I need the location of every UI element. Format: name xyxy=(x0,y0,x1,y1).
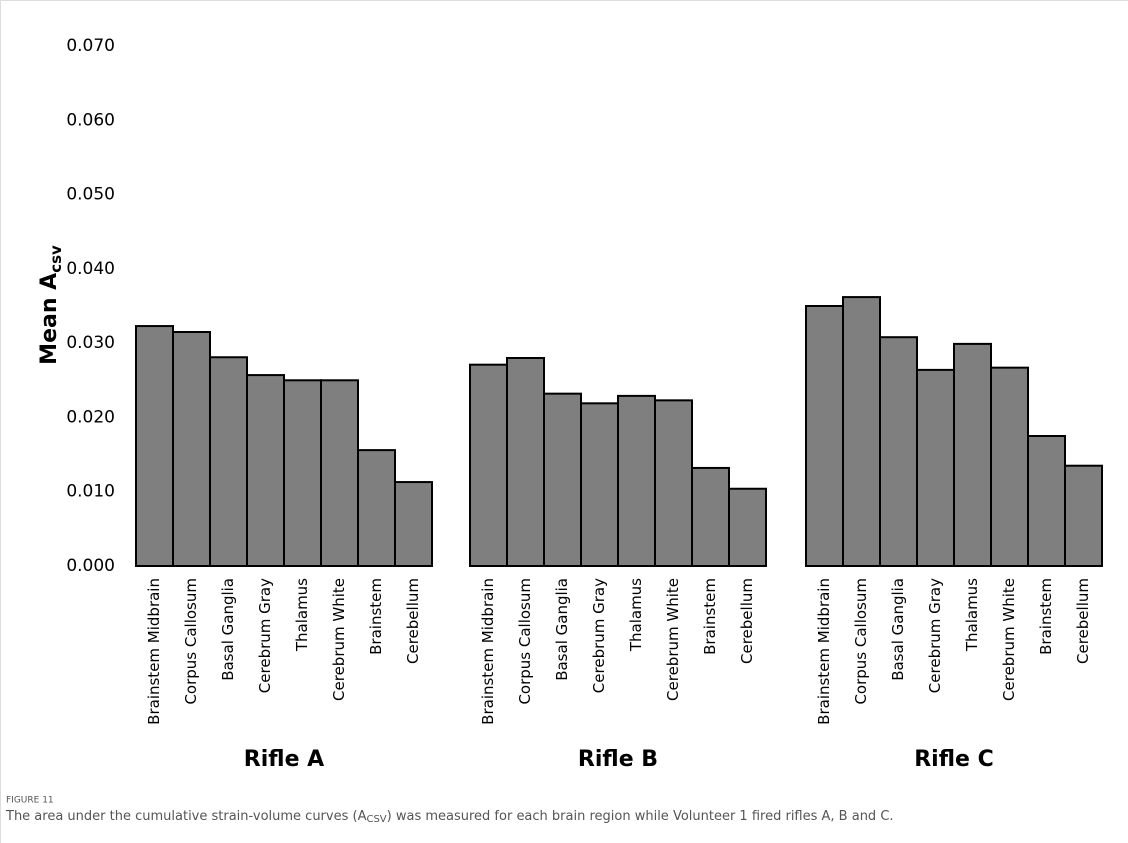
x-tick-label: Basal Ganglia xyxy=(553,578,571,681)
caption-text: The area under the cumulative strain-vol… xyxy=(5,809,367,824)
x-tick-label: Brainstem Midbrain xyxy=(145,578,163,725)
x-tick-label: Basal Ganglia xyxy=(219,578,237,681)
panel-title: Rifle A xyxy=(244,747,324,772)
bar xyxy=(916,368,955,567)
caption-sub: CSV xyxy=(366,814,386,825)
x-tick-label: Basal Ganglia xyxy=(889,578,907,681)
bar xyxy=(617,394,656,567)
x-tick-label: Cerebrum Gray xyxy=(590,578,608,693)
bar xyxy=(135,325,174,567)
x-tick-label: Thalamus xyxy=(293,578,311,652)
x-tick-label: Cerebrum Gray xyxy=(926,578,944,693)
bar xyxy=(246,374,285,568)
bar xyxy=(543,392,582,567)
bar xyxy=(283,379,322,567)
bar xyxy=(990,366,1029,567)
bar xyxy=(394,481,433,567)
x-tick-label: Brainstem xyxy=(1037,578,1055,655)
x-tick-label: Cerebrum White xyxy=(1000,578,1018,701)
bar xyxy=(879,336,918,568)
bar xyxy=(1064,464,1103,568)
caption-label: FIGURE 11 xyxy=(6,796,54,806)
bar xyxy=(357,449,396,567)
x-tick-label: Brainstem Midbrain xyxy=(479,578,497,725)
bar xyxy=(953,342,992,567)
y-tick-label: 0.070 xyxy=(66,36,115,56)
x-tick-label: Thalamus xyxy=(963,578,981,652)
bar xyxy=(805,305,844,567)
bar xyxy=(580,402,619,568)
y-label-main: Mean A xyxy=(37,273,62,365)
y-tick-label: 0.060 xyxy=(66,110,115,130)
bar xyxy=(691,466,730,568)
bar xyxy=(172,331,211,567)
y-tick-label: 0.030 xyxy=(66,333,115,353)
x-tick-label: Cerebrum White xyxy=(664,578,682,701)
bar xyxy=(506,357,545,567)
bar xyxy=(1027,435,1066,567)
panel-title: Rifle B xyxy=(578,747,658,772)
x-tick-label: Brainstem xyxy=(367,578,385,655)
x-tick-label: Corpus Callosum xyxy=(182,578,200,705)
x-tick-label: Thalamus xyxy=(627,578,645,652)
bar xyxy=(469,363,508,567)
x-tick-label: Cerebellum xyxy=(1074,578,1092,664)
x-tick-label: Cerebellum xyxy=(738,578,756,664)
y-tick-label: 0.040 xyxy=(66,259,115,279)
bar xyxy=(320,379,359,567)
y-tick-label: 0.020 xyxy=(66,407,115,427)
bar xyxy=(728,487,767,567)
x-tick-label: Cerebrum White xyxy=(330,578,348,701)
panel-title: Rifle C xyxy=(914,747,994,772)
bar xyxy=(842,296,881,567)
x-tick-label: Cerebellum xyxy=(404,578,422,664)
x-tick-label: Brainstem xyxy=(701,578,719,655)
y-tick-label: 0.010 xyxy=(66,482,115,502)
x-tick-label: Corpus Callosum xyxy=(516,578,534,705)
x-tick-label: Brainstem Midbrain xyxy=(815,578,833,725)
caption: The area under the cumulative strain-vol… xyxy=(5,809,894,826)
bar xyxy=(209,356,248,567)
y-tick-label: 0.050 xyxy=(66,185,115,205)
bar xyxy=(654,399,693,568)
y-tick-label: 0.000 xyxy=(66,556,115,576)
y-label-sub: csv xyxy=(47,245,65,273)
x-tick-label: Corpus Callosum xyxy=(852,578,870,705)
x-tick-label: Cerebrum Gray xyxy=(256,578,274,693)
y-axis-label: Mean Acsv xyxy=(37,245,65,365)
caption-text: ) was measured for each brain region whi… xyxy=(387,809,894,824)
